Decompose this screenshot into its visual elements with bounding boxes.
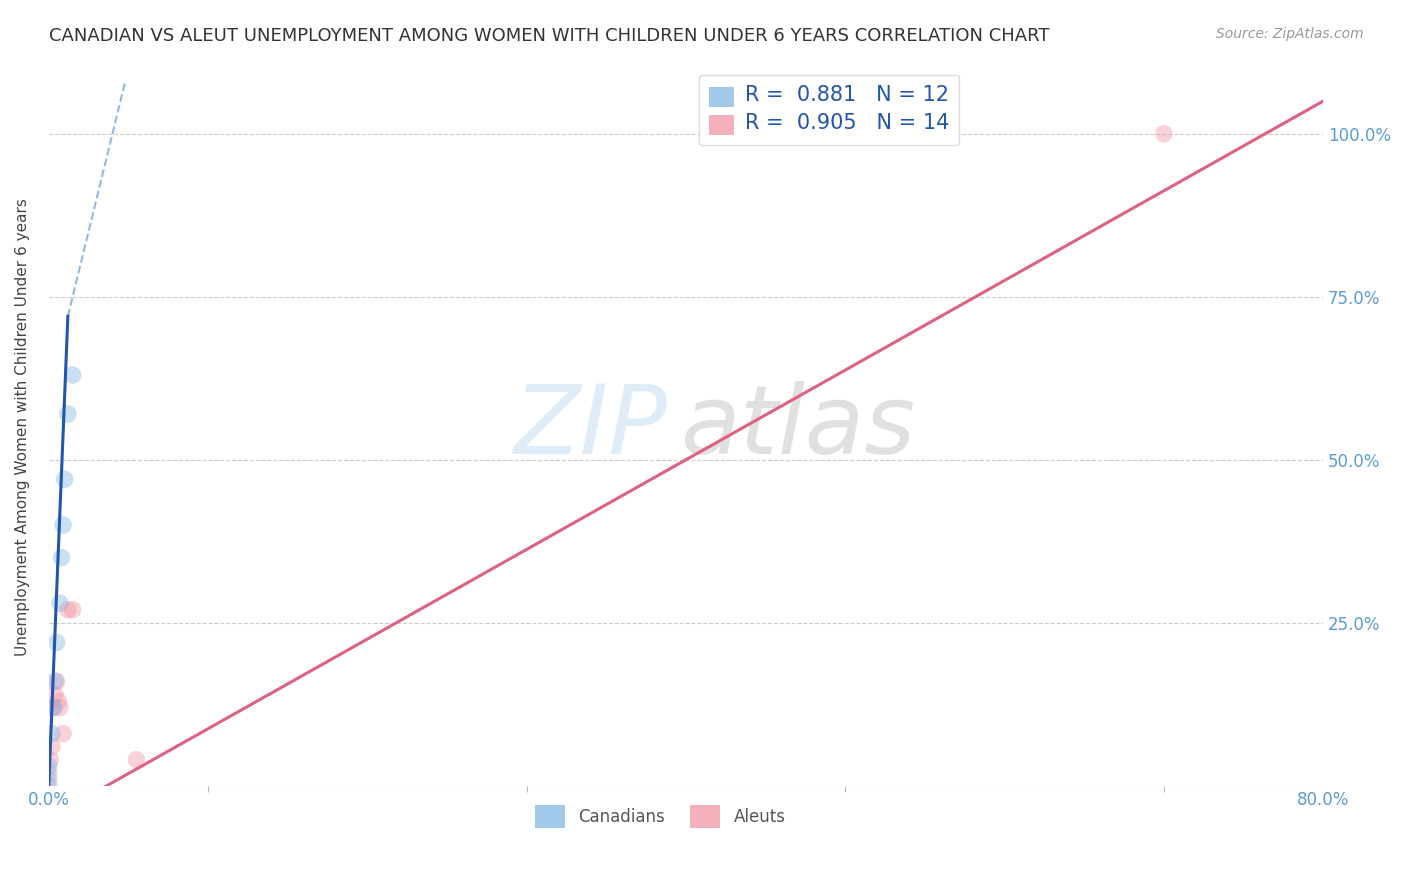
Point — [41, 739, 63, 754]
Point — [52, 726, 75, 740]
Text: CANADIAN VS ALEUT UNEMPLOYMENT AMONG WOMEN WITH CHILDREN UNDER 6 YEARS CORRELATI: CANADIAN VS ALEUT UNEMPLOYMENT AMONG WOM… — [49, 27, 1050, 45]
Point — [46, 694, 69, 708]
Point — [49, 700, 72, 714]
Point — [44, 688, 66, 702]
Point — [1153, 127, 1175, 141]
Point — [38, 765, 60, 780]
Point — [52, 518, 75, 533]
Point — [38, 772, 60, 787]
Point — [49, 596, 72, 610]
Point — [42, 700, 65, 714]
Text: atlas: atlas — [679, 381, 914, 474]
Point — [38, 779, 60, 793]
Legend: Canadians, Aleuts: Canadians, Aleuts — [529, 798, 793, 835]
Point — [125, 753, 148, 767]
Text: Source: ZipAtlas.com: Source: ZipAtlas.com — [1216, 27, 1364, 41]
Point — [39, 753, 62, 767]
Point — [38, 759, 60, 773]
Point — [56, 407, 79, 421]
Y-axis label: Unemployment Among Women with Children Under 6 years: Unemployment Among Women with Children U… — [15, 198, 30, 657]
Point — [62, 368, 84, 382]
Point — [56, 603, 79, 617]
Point — [44, 674, 66, 689]
Point — [41, 726, 63, 740]
Point — [45, 635, 67, 649]
Point — [45, 674, 67, 689]
Point — [51, 550, 73, 565]
Text: ZIP: ZIP — [513, 381, 666, 474]
Point — [53, 472, 76, 486]
Point — [62, 603, 84, 617]
Point — [42, 700, 65, 714]
